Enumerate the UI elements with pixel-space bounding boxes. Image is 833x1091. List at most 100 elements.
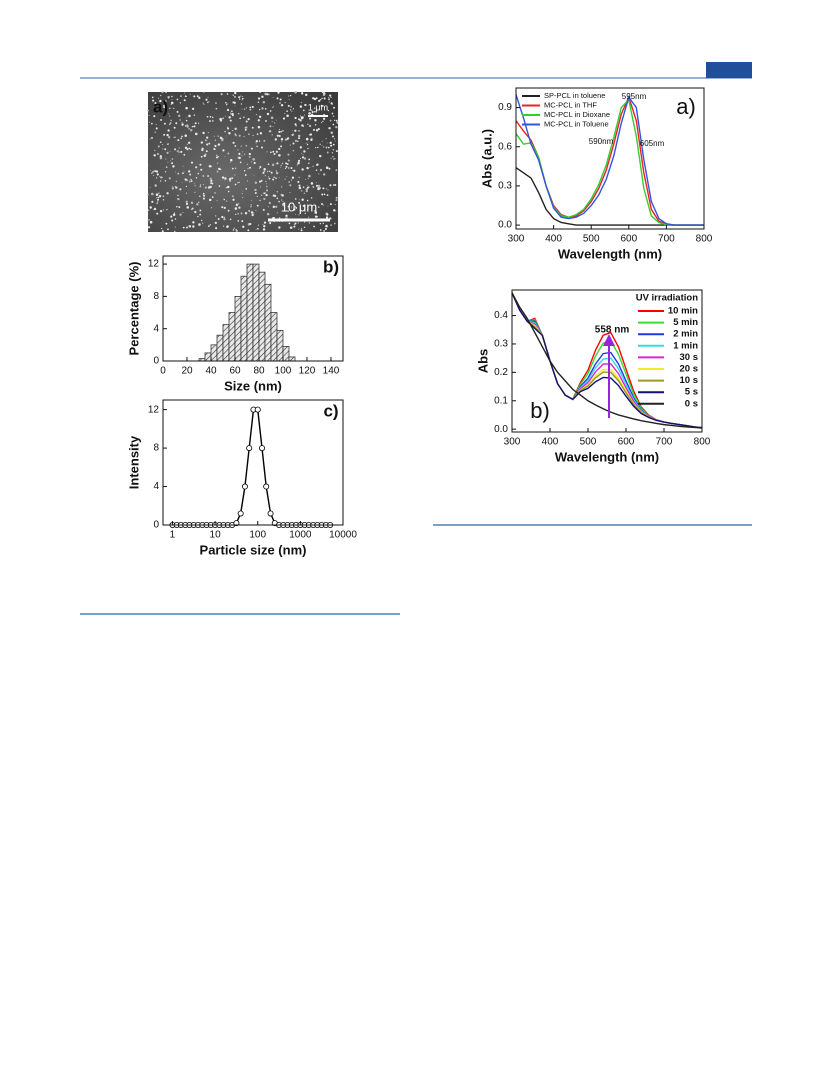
sem-particle [326, 142, 328, 144]
sem-particle [201, 219, 203, 222]
sem-particle [202, 175, 205, 178]
sem-particle [167, 129, 170, 132]
sem-particle [309, 133, 311, 136]
sem-particle [202, 131, 205, 135]
sem-particle [211, 196, 214, 198]
sem-particle [318, 206, 320, 208]
sem-particle [331, 112, 334, 115]
sem-particle [245, 107, 247, 109]
sem-particle [159, 94, 162, 97]
sem-particle [301, 168, 304, 171]
sem-particle [194, 183, 196, 185]
sem-particle [297, 159, 301, 162]
sem-particle [269, 170, 271, 172]
sem-particle [181, 123, 184, 126]
sem-particle [221, 206, 224, 209]
sem-particle [179, 119, 181, 121]
sem-particle [257, 101, 260, 103]
sem-particle [234, 183, 237, 186]
sem-particle [314, 124, 317, 126]
sem-particle [150, 169, 152, 171]
legend-label: 5 min [673, 317, 698, 328]
sem-particle [262, 223, 264, 225]
sem-particle [159, 141, 162, 144]
sem-particle [289, 144, 291, 146]
sem-particle [280, 193, 283, 196]
sem-particle [294, 198, 297, 200]
sem-particle [182, 165, 184, 167]
sem-particle [226, 225, 229, 228]
sem-particle [199, 195, 201, 197]
sem-particle [179, 213, 182, 216]
sem-particle [264, 175, 266, 177]
sem-particle [321, 122, 323, 124]
header-tab [706, 62, 752, 78]
sem-particle [167, 143, 170, 145]
sem-particle [147, 193, 149, 196]
sem-particle [317, 184, 321, 188]
sem-particle [298, 186, 302, 190]
sem-particle [332, 143, 335, 146]
sem-particle [317, 146, 319, 149]
sem-particle [169, 123, 171, 126]
sem-particle [205, 150, 208, 153]
sem-particle [332, 148, 335, 151]
histogram-bar [246, 263, 254, 362]
sem-particle [305, 142, 307, 144]
sem-particle [169, 115, 171, 117]
sem-particle [308, 124, 312, 128]
sem-particle [209, 224, 211, 226]
sem-particle [185, 202, 189, 206]
inset-scale-label: 1 μm [308, 102, 328, 112]
sem-particle [202, 222, 204, 224]
sem-particle [232, 94, 234, 96]
sem-particle [270, 116, 274, 120]
sem-particle [208, 101, 210, 103]
sem-particle [159, 156, 163, 160]
sem-particle [319, 168, 323, 172]
sem-particle [223, 198, 225, 201]
sem-particle [321, 193, 324, 196]
sem-particle [279, 167, 281, 168]
sem-particle [218, 167, 221, 171]
sem-particle [207, 175, 210, 177]
sem-particle [172, 213, 176, 217]
sem-particle [294, 116, 297, 120]
sem-particle [154, 149, 156, 152]
sem-particle [269, 151, 272, 154]
sem-particle [259, 108, 261, 111]
sem-particle [165, 107, 167, 109]
sem-particle [332, 135, 334, 138]
sem-particle [166, 151, 169, 154]
sem-particle [230, 177, 232, 179]
sem-particle [217, 218, 220, 220]
sem-particle [306, 199, 309, 202]
sem-particle [316, 185, 318, 187]
sem-particle [216, 154, 218, 156]
sem-particle [281, 140, 283, 142]
sem-particle [192, 225, 195, 228]
sem-particle [289, 184, 292, 187]
sem-particle [185, 96, 187, 98]
sem-particle [172, 186, 174, 187]
sem-particle [219, 168, 222, 171]
sem-particle [266, 170, 269, 173]
sem-particle [302, 109, 305, 112]
sem-particle [190, 129, 193, 132]
sem-particle [147, 109, 150, 112]
y-tick-label: 0.0 [494, 424, 508, 435]
data-point [241, 483, 248, 490]
sem-particle [188, 128, 190, 130]
sem-particle [202, 197, 205, 200]
sem-particle [278, 154, 280, 157]
sem-particle [162, 144, 164, 146]
sem-particle [248, 156, 251, 158]
x-tick-label: 100 [275, 366, 292, 377]
sem-particle [310, 138, 313, 142]
sem-particle [186, 117, 188, 119]
sem-particle [207, 96, 209, 98]
sem-particle [200, 168, 203, 171]
sem-particle [287, 137, 290, 140]
sem-particle [198, 201, 200, 203]
sem-particle [253, 161, 256, 165]
